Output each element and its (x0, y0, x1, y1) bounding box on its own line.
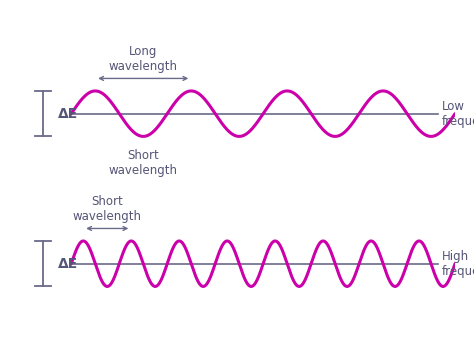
Text: High
frequency: High frequency (442, 250, 474, 278)
Text: ELECTROMAGNETIC RADIATION: ELECTROMAGNETIC RADIATION (14, 11, 295, 26)
Text: ΔE: ΔE (58, 107, 79, 121)
Text: ΔE: ΔE (58, 257, 79, 271)
Text: Long
wavelength: Long wavelength (109, 45, 178, 73)
Text: Short
wavelength: Short wavelength (109, 149, 178, 177)
Text: Short
wavelength: Short wavelength (73, 195, 142, 223)
Text: Low
frequency: Low frequency (442, 100, 474, 128)
